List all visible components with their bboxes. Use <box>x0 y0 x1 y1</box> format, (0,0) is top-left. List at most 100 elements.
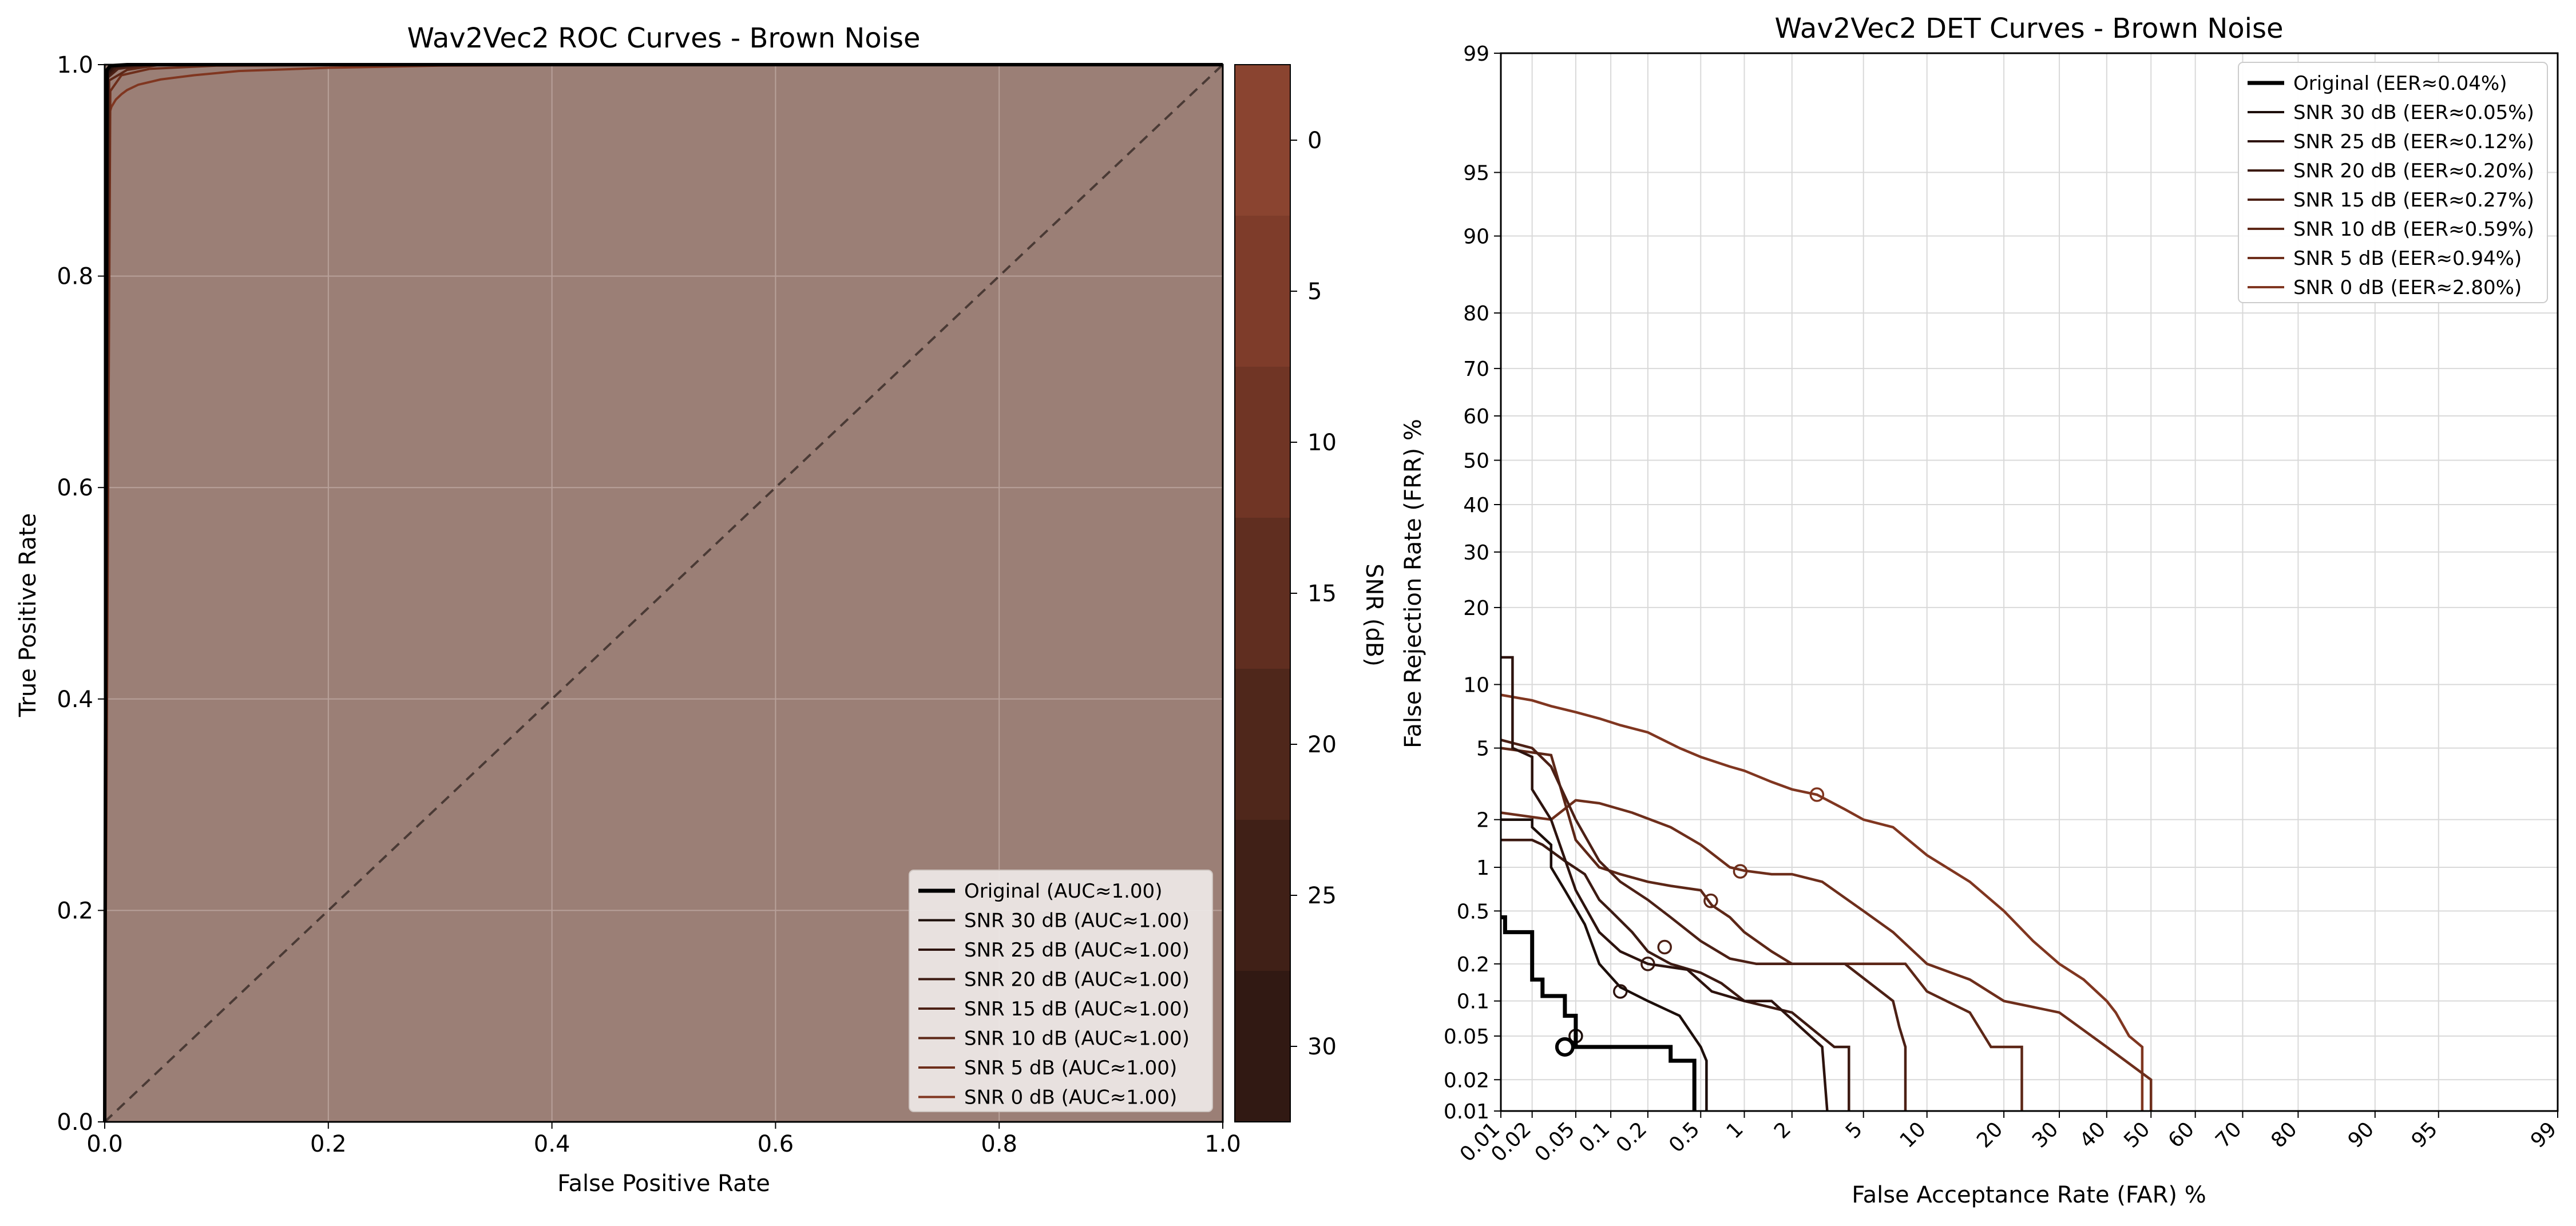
det-eer-marker <box>1733 864 1748 879</box>
colorbar-segment <box>1235 971 1290 1122</box>
det-y-tick-label: 95 <box>1463 161 1489 185</box>
det-x-tick-label: 30 <box>2028 1117 2063 1152</box>
det-x-tick-label: 60 <box>2164 1117 2199 1152</box>
det-title: Wav2Vec2 DET Curves - Brown Noise <box>1775 13 2284 45</box>
colorbar-tick-label: 10 <box>1307 430 1337 456</box>
roc-x-tick-label: 0.6 <box>758 1131 794 1157</box>
det-y-tick-label: 60 <box>1463 405 1489 428</box>
det-series-line <box>1501 839 1850 1111</box>
roc-y-tick-label: 0.2 <box>57 898 93 924</box>
det-y-tick-label: 80 <box>1463 302 1489 326</box>
roc-x-tick-label: 0.4 <box>534 1131 570 1157</box>
det-x-axis-label: False Acceptance Rate (FAR) % <box>1852 1182 2206 1208</box>
roc-y-tick-label: 0.0 <box>57 1109 93 1136</box>
colorbar-tick-label: 15 <box>1307 581 1337 607</box>
det-y-tick-label: 1 <box>1476 856 1489 880</box>
det-y-tick-label: 10 <box>1463 673 1489 697</box>
roc-x-tick-label: 0.2 <box>310 1131 347 1157</box>
roc-panel: Wav2Vec2 ROC Curves - Brown Noise False … <box>15 22 1387 1197</box>
det-y-tick-label: 0.05 <box>1444 1025 1489 1049</box>
colorbar-segment <box>1235 216 1290 367</box>
det-y-tick-label: 40 <box>1463 494 1489 517</box>
roc-x-tick-label: 0.0 <box>86 1131 123 1157</box>
colorbar-segment <box>1235 518 1290 669</box>
det-x-tick-label: 80 <box>2266 1117 2301 1152</box>
colorbar-segment <box>1235 367 1290 518</box>
colorbar-label: SNR (dB) <box>1361 564 1387 666</box>
colorbar-segment <box>1235 820 1290 971</box>
det-series-line <box>1500 739 1907 1111</box>
det-series-line <box>1501 656 1829 1112</box>
roc-x-tick-label: 0.8 <box>981 1131 1017 1157</box>
det-y-tick-label: 0.2 <box>1457 953 1489 977</box>
det-x-tick-label: 90 <box>2344 1117 2379 1152</box>
det-x-tick-label: 0.2 <box>1612 1117 1651 1157</box>
roc-legend-label: SNR 0 dB (AUC≈1.00) <box>964 1086 1177 1109</box>
det-series-line <box>1500 693 2144 1111</box>
roc-y-axis-label: True Positive Rate <box>15 513 41 717</box>
roc-legend-label: SNR 25 dB (AUC≈1.00) <box>964 939 1190 962</box>
det-y-tick-label: 50 <box>1463 450 1489 473</box>
det-x-tick-label: 5 <box>1841 1117 1867 1143</box>
det-x-tick-label: 1 <box>1722 1117 1748 1143</box>
det-series-line <box>1501 915 1697 1111</box>
colorbar-segment <box>1235 65 1290 216</box>
det-y-tick-label: 2 <box>1476 809 1489 832</box>
det-series-line <box>1500 799 2153 1111</box>
det-eer-marker <box>1703 893 1718 908</box>
colorbar-tick-label: 20 <box>1307 732 1337 758</box>
det-y-tick-label: 90 <box>1463 225 1489 249</box>
det-legend-label: SNR 20 dB (EER≈0.20%) <box>2293 160 2534 182</box>
det-legend-label: SNR 5 dB (EER≈0.94%) <box>2293 247 2522 270</box>
det-y-tick-label: 0.02 <box>1444 1069 1489 1092</box>
det-x-tick-label: 2 <box>1770 1117 1796 1143</box>
det-legend-label: Original (EER≈0.04%) <box>2293 72 2507 95</box>
det-eer-marker <box>1657 939 1672 955</box>
det-eer-marker <box>1555 1037 1575 1057</box>
roc-y-tick-label: 0.8 <box>57 264 93 290</box>
det-x-tick-label: 10 <box>1896 1117 1931 1152</box>
roc-legend-label: SNR 10 dB (AUC≈1.00) <box>964 1027 1190 1050</box>
roc-legend-label: SNR 20 dB (AUC≈1.00) <box>964 969 1190 991</box>
roc-legend-label: Original (AUC≈1.00) <box>964 880 1162 903</box>
det-x-tick-label: 0.5 <box>1665 1117 1704 1157</box>
roc-title: Wav2Vec2 ROC Curves - Brown Noise <box>407 22 921 54</box>
det-legend-label: SNR 30 dB (EER≈0.05%) <box>2293 101 2534 124</box>
roc-x-axis-label: False Positive Rate <box>557 1171 770 1197</box>
det-legend-label: SNR 25 dB (EER≈0.12%) <box>2293 130 2534 153</box>
det-x-tick-label: 99 <box>2526 1117 2561 1152</box>
colorbar-tick-label: 0 <box>1307 128 1322 154</box>
det-x-tick-label: 20 <box>1972 1117 2007 1152</box>
colorbar-tick-label: 30 <box>1307 1034 1337 1060</box>
det-y-tick-label: 70 <box>1463 358 1489 381</box>
det-y-tick-label: 30 <box>1463 541 1489 565</box>
det-x-tick-label: 50 <box>2119 1117 2154 1152</box>
roc-legend-label: SNR 30 dB (AUC≈1.00) <box>964 910 1190 933</box>
roc-y-tick-label: 0.4 <box>57 687 93 713</box>
det-legend-label: SNR 10 dB (EER≈0.59%) <box>2293 218 2534 241</box>
roc-y-tick-label: 0.6 <box>57 475 93 501</box>
det-y-tick-label: 0.5 <box>1457 900 1489 923</box>
roc-legend-label: SNR 5 dB (AUC≈1.00) <box>964 1057 1177 1080</box>
det-y-tick-label: 20 <box>1463 597 1489 620</box>
det-x-tick-label: 70 <box>2211 1117 2246 1152</box>
det-series-line <box>1501 818 1708 1111</box>
colorbar-tick-label: 25 <box>1307 883 1337 909</box>
det-x-tick-label: 95 <box>2407 1117 2442 1152</box>
det-y-axis-label: False Rejection Rate (FRR) % <box>1400 419 1426 748</box>
roc-y-tick-label: 1.0 <box>57 52 93 78</box>
colorbar-segment <box>1235 669 1290 820</box>
det-y-tick-label: 0.1 <box>1457 990 1489 1014</box>
det-plot-frame <box>1500 52 2559 1112</box>
roc-legend <box>909 870 1213 1112</box>
roc-x-tick-label: 1.0 <box>1204 1131 1241 1157</box>
det-legend <box>2238 62 2548 303</box>
det-y-tick-label: 5 <box>1476 737 1489 761</box>
det-eer-marker <box>1809 787 1825 802</box>
det-y-tick-label: 99 <box>1463 42 1489 66</box>
det-x-tick-label: 40 <box>2075 1117 2110 1152</box>
det-y-tick-label: 0.01 <box>1444 1100 1489 1124</box>
roc-legend-label: SNR 15 dB (AUC≈1.00) <box>964 998 1190 1021</box>
roc-plot-frame <box>104 64 1224 1123</box>
